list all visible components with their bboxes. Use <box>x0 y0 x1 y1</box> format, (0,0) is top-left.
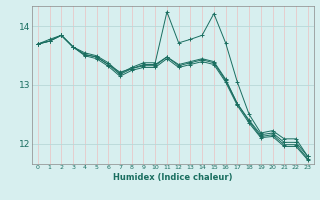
X-axis label: Humidex (Indice chaleur): Humidex (Indice chaleur) <box>113 173 233 182</box>
